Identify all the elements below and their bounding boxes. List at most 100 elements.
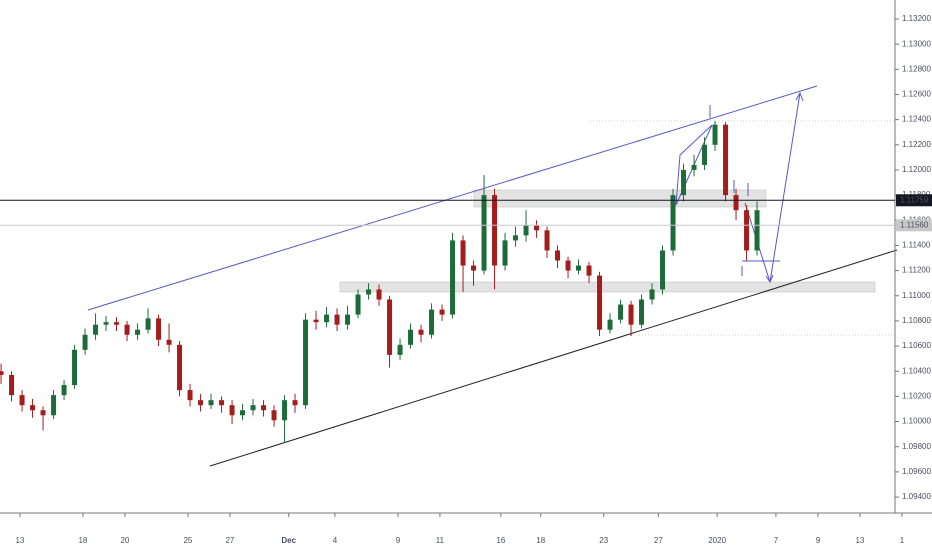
candle-body <box>639 299 645 325</box>
y-tick-label: 1.13200 <box>902 14 931 23</box>
resistance-zone <box>473 189 767 208</box>
candle-body <box>586 265 592 276</box>
candle-body <box>670 195 676 251</box>
candle-body <box>303 319 309 406</box>
support-zone <box>339 281 876 293</box>
y-tick-label: 1.12800 <box>902 64 931 73</box>
candle-body <box>177 344 183 391</box>
candle-body <box>261 405 267 411</box>
x-tick-label: 4 <box>333 536 338 545</box>
candle-body <box>492 195 498 266</box>
candle-body <box>40 410 46 416</box>
candle-body <box>408 329 414 345</box>
arrow-head <box>795 91 804 102</box>
candle-body <box>513 235 519 241</box>
candle-body <box>240 410 246 416</box>
y-tick-label: 1.10600 <box>902 341 931 350</box>
candle-body <box>691 164 697 170</box>
candle-body <box>156 318 162 340</box>
candle-body <box>271 410 277 421</box>
x-tick-label: 11 <box>436 536 445 545</box>
y-tick-label: 1.09600 <box>902 467 931 476</box>
y-tick-label: 1.11400 <box>902 241 931 250</box>
x-tick-label: 23 <box>599 536 608 545</box>
candle-body <box>313 319 319 323</box>
x-tick-label: 9 <box>816 536 821 545</box>
candle-body <box>187 390 193 401</box>
plot-area <box>0 85 898 467</box>
candle-body <box>366 289 372 295</box>
y-tick-label: 1.10400 <box>902 366 931 375</box>
y-tick-label: 1.12600 <box>902 90 931 99</box>
x-tick-label: 27 <box>654 536 663 545</box>
candle-body <box>534 225 540 231</box>
candle-body <box>208 400 214 406</box>
candle-body <box>681 169 687 196</box>
candle-body <box>607 319 613 330</box>
x-tick-label: 16 <box>496 536 505 545</box>
candle-body <box>324 314 330 323</box>
price-label: 1.11560 <box>900 220 929 229</box>
y-tick-label: 1.10800 <box>902 316 931 325</box>
candle-body <box>250 405 256 411</box>
candle-body <box>744 210 750 251</box>
y-tick-label: 1.12400 <box>902 115 931 124</box>
price-label-box <box>896 194 932 207</box>
candle-body <box>229 405 235 416</box>
candle-body <box>135 329 141 335</box>
candle-body <box>345 314 351 325</box>
x-tick-label: 13 <box>15 536 24 545</box>
y-tick-label: 1.11200 <box>902 266 931 275</box>
y-tick-label: 1.13000 <box>902 39 931 48</box>
candle-body <box>628 304 634 325</box>
x-tick-label: 1 <box>900 536 905 545</box>
candle-body <box>72 349 78 386</box>
candle-body <box>166 339 172 345</box>
candle-body <box>471 265 477 271</box>
candle-body <box>597 275 603 330</box>
candle-body <box>544 230 550 251</box>
candle-body <box>523 225 529 236</box>
candle-body <box>124 324 130 335</box>
candle-body <box>702 144 708 165</box>
candle-body <box>712 124 718 145</box>
candle-body <box>754 210 760 251</box>
candle-body <box>103 322 109 325</box>
candle-body <box>481 195 487 271</box>
price-label-box <box>896 219 932 232</box>
candle-body <box>61 385 67 396</box>
x-tick-label: 18 <box>78 536 87 545</box>
candle-body <box>397 344 403 355</box>
arrow-head <box>765 274 774 284</box>
candle-body <box>282 400 288 421</box>
candle-body <box>618 304 624 320</box>
y-tick-label: 1.12000 <box>902 165 931 174</box>
candle-body <box>565 260 571 271</box>
candle-body <box>114 322 120 325</box>
candle-body <box>145 318 151 330</box>
candle-body <box>649 289 655 300</box>
y-tick-label: 1.10200 <box>902 391 931 400</box>
y-tick-label: 1.09800 <box>902 442 931 451</box>
lower-trendline <box>209 249 898 467</box>
candle-body <box>733 195 739 211</box>
y-tick-label: 1.11000 <box>902 291 931 300</box>
candle-body <box>387 299 393 355</box>
candle-body <box>439 309 445 315</box>
candle-body <box>292 400 298 406</box>
x-tick-label: 7 <box>774 536 779 545</box>
x-tick-label: 20 <box>120 536 129 545</box>
candle-body <box>219 400 225 406</box>
candle-body <box>355 294 361 315</box>
x-tick-label: 25 <box>183 536 192 545</box>
candle-body <box>19 395 25 406</box>
candle-body <box>51 395 57 416</box>
candle-body <box>334 314 340 325</box>
candle-body <box>376 289 382 300</box>
candle-body <box>93 324 99 335</box>
candle-body <box>576 265 582 271</box>
candle-body <box>0 371 4 376</box>
y-tick-label: 1.12200 <box>902 140 931 149</box>
candle-body <box>723 124 729 196</box>
